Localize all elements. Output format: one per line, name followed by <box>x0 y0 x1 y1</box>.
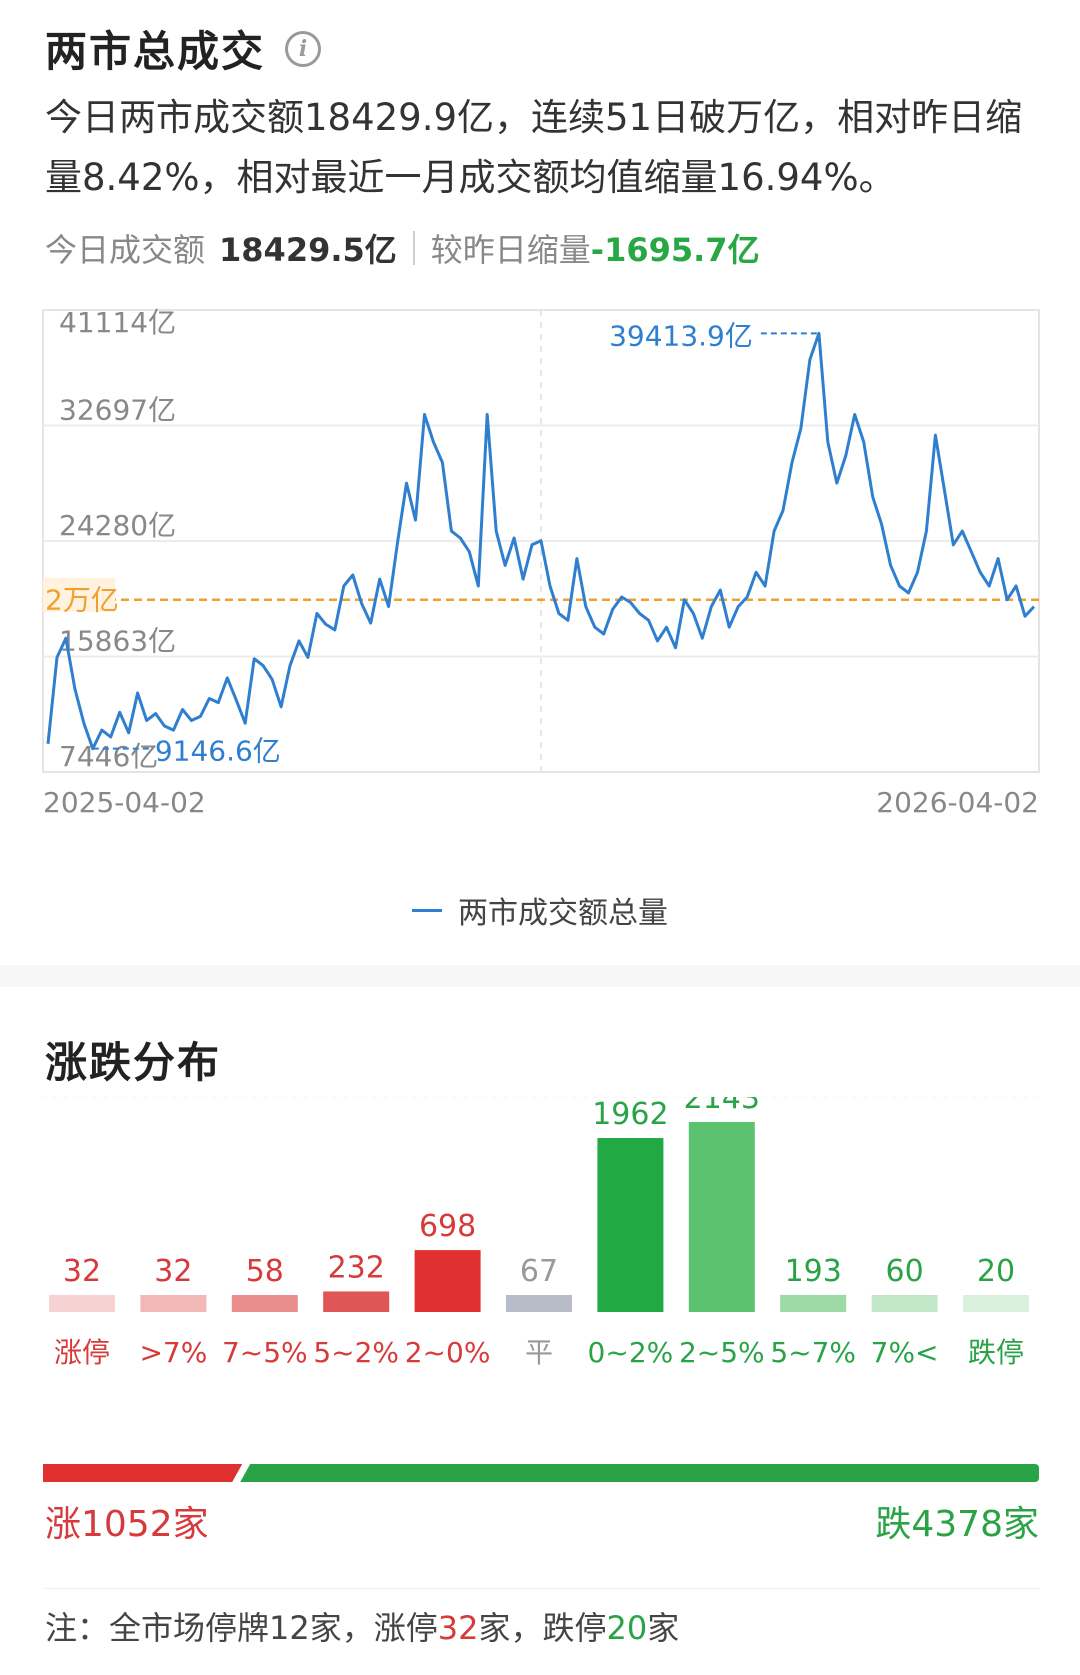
max-annotation-label: 39413.9亿 <box>609 319 753 352</box>
bar-category-label: 7%< <box>871 1336 939 1369</box>
bar-value-label: 232 <box>328 1250 385 1285</box>
distribution-bar <box>231 1295 298 1312</box>
up-down-counts: 涨1052家 跌4378家 <box>45 1495 1039 1545</box>
down-ratio-segment <box>43 1464 1039 1482</box>
turnover-series-line <box>46 331 1036 751</box>
legend-label: 两市成交额总量 <box>458 896 668 931</box>
bar-value-label: 32 <box>154 1254 192 1289</box>
distribution-bar <box>963 1295 1029 1312</box>
y-tick-label: 7446亿 <box>59 740 158 773</box>
distribution-bar <box>506 1295 572 1312</box>
bar-category-label: 5~7% <box>770 1336 856 1369</box>
chart-legend[interactable]: 两市成交额总量 <box>0 888 1080 932</box>
note-divider <box>45 1588 1039 1589</box>
note-limit-up: 32 <box>437 1609 479 1647</box>
y-tick-label: 15863亿 <box>59 625 176 658</box>
compare-value: -1695.7亿 <box>590 231 760 269</box>
bar-category-label: 5~2% <box>313 1336 399 1369</box>
distribution-bar <box>780 1294 847 1312</box>
reference-label: 2万亿 <box>45 584 119 617</box>
bar-category-label: 2~0% <box>405 1336 491 1369</box>
distribution-bar <box>597 1138 664 1312</box>
stat-divider <box>412 231 415 265</box>
bar-category-label: >7% <box>139 1336 207 1369</box>
bar-value-label: 1962 <box>592 1097 668 1132</box>
up-ratio-segment <box>43 1464 243 1482</box>
turnover-summary: 今日两市成交额18429.9亿，连续51日破万亿，相对昨日缩量8.42%，相对最… <box>45 96 1023 199</box>
distribution-bar <box>140 1295 207 1312</box>
y-tick-label: 32697亿 <box>59 394 176 427</box>
bar-value-label: 2143 <box>684 1097 760 1116</box>
note-prefix: 注：全市场停牌12家，涨停 <box>45 1609 438 1647</box>
distribution-section: 涨跌分布 32 涨停 32 >7% 58 7~5% 232 5~2% 698 2~0% 67 平 196… <box>0 987 1080 1675</box>
section-title: 两市总成交 <box>45 27 266 76</box>
distribution-bar <box>323 1291 390 1312</box>
bar-category-label: 7~5% <box>222 1336 308 1369</box>
bar-value-label: 60 <box>886 1254 924 1289</box>
bar-value-label: 32 <box>63 1254 101 1289</box>
bar-category-label: 平 <box>525 1336 553 1369</box>
distribution-bar-chart: 32 涨停 32 >7% 58 7~5% 232 5~2% 698 2~0% 67 平 1962 0~2%… <box>43 1097 1039 1369</box>
legend-swatch <box>412 908 442 912</box>
suspension-note: 注：全市场停牌12家，涨停32家，跌停20家 <box>45 1603 679 1649</box>
distribution-bar <box>688 1122 755 1312</box>
bar-value-label: 193 <box>785 1254 842 1289</box>
bar-value-label: 58 <box>246 1254 284 1289</box>
y-tick-label: 24280亿 <box>59 509 176 542</box>
note-mid: 家，跌停 <box>478 1609 607 1647</box>
bar-category-label: 2~5% <box>679 1336 765 1369</box>
turnover-title-row: 两市总成交 i <box>45 18 322 79</box>
bar-category-label: 跌停 <box>968 1336 1024 1369</box>
turnover-section: 两市总成交 i 今日两市成交额18429.9亿，连续51日破万亿，相对昨日缩量8… <box>0 18 1080 932</box>
bar-value-label: 20 <box>977 1254 1015 1289</box>
bar-category-label: 0~2% <box>588 1336 674 1369</box>
up-down-ratio-bar <box>43 1464 1039 1482</box>
turnover-line-chart: 41114亿 32697亿 24280亿 15863亿 7446亿 2万亿 39413.9亿… <box>42 306 1040 819</box>
x-tick-label-start: 2025-04-02 <box>43 786 206 819</box>
note-suffix: 家 <box>647 1609 680 1647</box>
info-icon[interactable]: i <box>285 30 322 67</box>
today-turnover-label: 今日成交额 <box>45 231 206 269</box>
ratio-split-gap <box>232 1464 251 1482</box>
bar-value-label: 698 <box>419 1209 476 1244</box>
distribution-bar <box>49 1295 115 1312</box>
x-tick-label-end: 2026-04-02 <box>876 786 1039 819</box>
today-turnover-value: 18429.5亿 <box>219 231 397 269</box>
turnover-stat-row: 今日成交额 18429.5亿 较昨日缩量 -1695.7亿 <box>45 225 760 271</box>
reference-label-bg <box>43 577 115 612</box>
up-count: 涨1052家 <box>45 1504 209 1545</box>
bar-category-label: 涨停 <box>54 1336 110 1369</box>
min-annotation-label: 9146.6亿 <box>155 735 281 768</box>
y-tick-label: 41114亿 <box>59 306 176 339</box>
section-separator <box>0 965 1080 987</box>
distribution-title: 涨跌分布 <box>45 1038 222 1087</box>
note-limit-down: 20 <box>606 1609 648 1647</box>
bar-value-label: 67 <box>520 1254 558 1289</box>
down-count: 跌4378家 <box>875 1504 1039 1545</box>
distribution-bar <box>871 1295 938 1312</box>
distribution-bar <box>414 1250 481 1312</box>
compare-label: 较昨日缩量 <box>430 231 591 269</box>
